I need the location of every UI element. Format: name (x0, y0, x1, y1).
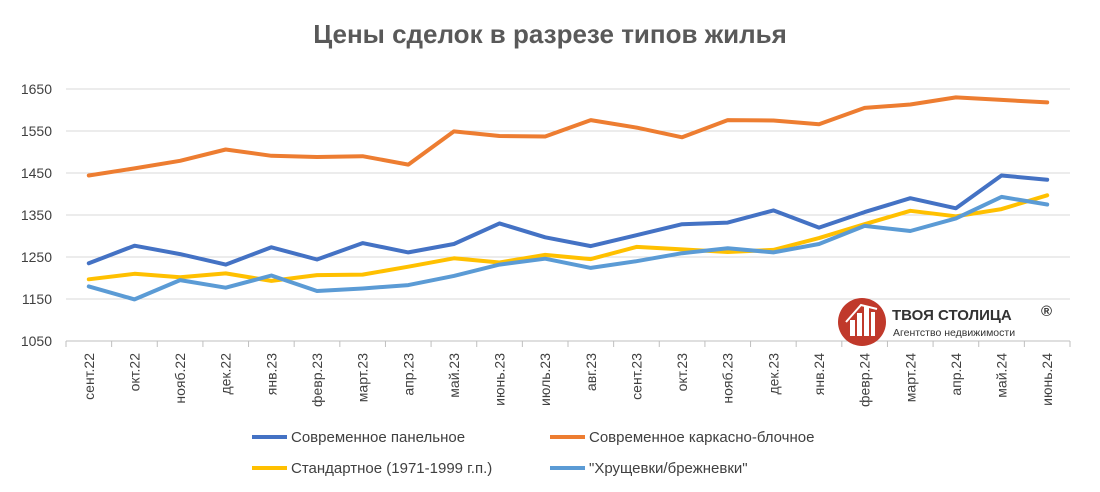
legend-label: "Хрущевки/брежневки" (589, 460, 748, 477)
x-tick-label: июль.23 (537, 353, 553, 406)
brand-logo: ТВОЯ СТОЛИЦА ® Агентство недвижимости (838, 298, 1052, 346)
y-tick-label: 1350 (21, 207, 52, 223)
x-tick-label: янв.23 (263, 353, 279, 395)
legend-item: Стандартное (1971-1999 г.п.) (252, 460, 492, 477)
chart-title: Цены сделок в разрезе типов жилья (313, 19, 787, 49)
x-tick-label: апр.24 (948, 353, 964, 396)
series-line-3 (86, 193, 1050, 283)
x-tick-label: май.23 (446, 353, 462, 398)
x-tick-label: февр.24 (857, 353, 873, 407)
logo-building-icon (845, 303, 878, 336)
x-tick-label: июнь.24 (1039, 353, 1055, 406)
series-line-4 (86, 194, 1050, 302)
legend-item: Современное панельное (252, 429, 465, 446)
y-tick-label: 1550 (21, 123, 52, 139)
x-tick-label: нояб.23 (720, 353, 736, 404)
x-tick-label: дек.23 (765, 353, 781, 395)
x-tick-label: дек.22 (218, 353, 234, 395)
logo-name: ТВОЯ СТОЛИЦА (892, 307, 1012, 324)
series-lines (86, 95, 1050, 302)
x-tick-label: апр.23 (400, 353, 416, 396)
series-line-2 (86, 95, 1050, 178)
series-line-1 (86, 173, 1050, 267)
x-tick-label: июнь.23 (492, 353, 508, 406)
y-tick-label: 1650 (21, 81, 52, 97)
x-tick-label: февр.23 (309, 353, 325, 407)
y-axis: 1050 1150 1250 1350 1450 1550 1650 (21, 81, 52, 349)
logo-tagline: Агентство недвижимости (893, 327, 1015, 339)
y-tick-label: 1150 (22, 291, 52, 307)
legend-label: Современное панельное (291, 429, 465, 446)
x-tick-label: окт.23 (674, 353, 690, 392)
x-tick-label: авг.23 (583, 353, 599, 391)
x-tick-label: март.24 (902, 353, 918, 402)
x-tick-label: янв.24 (811, 353, 827, 395)
legend-label: Стандартное (1971-1999 г.п.) (291, 460, 492, 477)
x-tick-label: сент.22 (81, 353, 97, 400)
x-tick-label: сент.23 (628, 353, 644, 400)
x-tick-label: окт.22 (126, 353, 142, 392)
x-tick-label: март.23 (355, 353, 371, 402)
x-axis: сент.22 окт.22 нояб.22 дек.22 янв.23 февр.23 м… (65, 341, 1071, 407)
x-tick-label: нояб.22 (172, 353, 188, 404)
legend: Современное панельное Современное каркасн… (252, 429, 814, 477)
legend-item: "Хрущевки/брежневки" (550, 460, 748, 477)
x-tick-label: май.24 (994, 353, 1010, 398)
logo-registered-mark: ® (1041, 303, 1052, 320)
y-tick-label: 1450 (21, 165, 52, 181)
y-tick-label: 1250 (21, 249, 52, 265)
y-tick-label: 1050 (21, 333, 52, 349)
legend-item: Современное каркасно-блочное (550, 429, 814, 446)
legend-label: Современное каркасно-блочное (589, 429, 814, 446)
